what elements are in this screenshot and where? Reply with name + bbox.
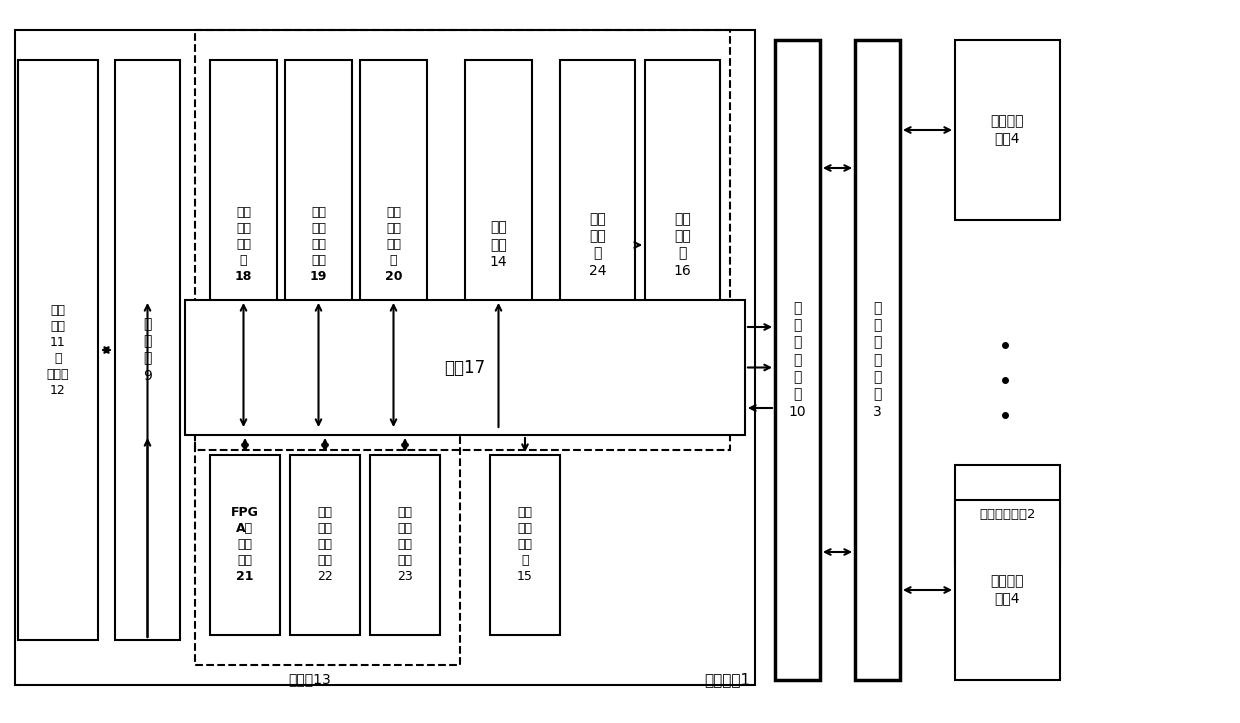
- Text: 增益
式探
针
24: 增益 式探 针 24: [589, 212, 606, 278]
- Text: 红外
线接
收电
路板
19: 红外 线接 收电 路板 19: [310, 207, 327, 283]
- Text: 数字
示波
器
16: 数字 示波 器 16: [673, 212, 692, 278]
- Text: 远程操作
终端4: 远程操作 终端4: [991, 574, 1024, 606]
- Bar: [290, 455, 360, 635]
- Bar: [560, 60, 635, 430]
- Text: 工
控
机
9: 工 控 机 9: [143, 317, 153, 383]
- Text: 测试
端口
14: 测试 端口 14: [490, 221, 507, 269]
- Bar: [210, 60, 277, 430]
- Text: 以
太
网
交
换
机
10: 以 太 网 交 换 机 10: [789, 301, 806, 419]
- Text: 继电
器驱
动电
路板
23: 继电 器驱 动电 路板 23: [397, 507, 413, 583]
- Bar: [185, 300, 745, 435]
- Bar: [645, 60, 720, 430]
- Bar: [955, 465, 1060, 565]
- Bar: [490, 455, 560, 635]
- Bar: [955, 40, 1060, 220]
- Bar: [465, 60, 532, 430]
- Bar: [210, 455, 280, 635]
- Bar: [370, 455, 440, 635]
- Text: 单机操作终端2: 单机操作终端2: [980, 508, 1035, 521]
- Text: 电源
转换
电路
板
18: 电源 转换 电路 板 18: [234, 207, 252, 283]
- Bar: [775, 40, 820, 680]
- Bar: [195, 30, 730, 450]
- Bar: [15, 30, 755, 685]
- Text: 控制器13: 控制器13: [289, 672, 331, 686]
- Text: 主控设备1: 主控设备1: [704, 672, 750, 687]
- Text: FPG
A控
制电
路板
21: FPG A控 制电 路板 21: [231, 507, 259, 583]
- Bar: [955, 500, 1060, 680]
- Bar: [115, 60, 180, 640]
- Text: 远程操作
终端4: 远程操作 终端4: [991, 114, 1024, 145]
- Text: 数据
采集
电路
板
20: 数据 采集 电路 板 20: [384, 207, 402, 283]
- Text: 测试
通道
指示
灯
15: 测试 通道 指示 灯 15: [517, 507, 533, 583]
- Text: 母板17: 母板17: [444, 359, 486, 377]
- Bar: [360, 60, 427, 430]
- Bar: [19, 60, 98, 640]
- Text: 输入
设备
11
、
显示器
12: 输入 设备 11 、 显示器 12: [47, 304, 69, 396]
- Text: 继电
器矩
阵电
路板
22: 继电 器矩 阵电 路板 22: [317, 507, 332, 583]
- Bar: [195, 370, 460, 665]
- Bar: [856, 40, 900, 680]
- Text: 以
太
局
域
网
络
3: 以 太 局 域 网 络 3: [873, 301, 882, 419]
- Bar: [285, 60, 352, 430]
